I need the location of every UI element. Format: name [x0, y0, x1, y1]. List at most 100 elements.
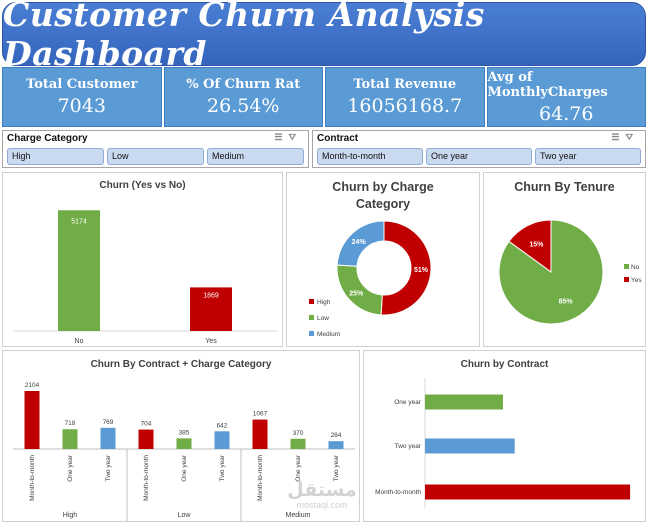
churn-yes-no-chart: 5174 No 1869 Yes — [13, 210, 277, 345]
kpi-value: 7043 — [57, 95, 106, 117]
chart-title: Churn By Tenure — [514, 180, 615, 194]
bar-data-label: 284 — [331, 432, 342, 439]
churn-by-contract-chart: One year Two year Month-to-month — [375, 378, 631, 508]
group-label: Medium — [286, 512, 311, 519]
clear-filter-icon[interactable]: ⛛ — [625, 132, 639, 142]
kpi-value: 26.54% — [207, 95, 280, 117]
legend-swatch — [309, 315, 314, 320]
group-label: High — [63, 512, 78, 519]
x-tick-label: Yes — [205, 338, 217, 345]
kpi-label: Total Revenue — [353, 77, 457, 92]
multi-select-icon[interactable]: ☰ — [274, 132, 289, 142]
kpi-row: Total Customer 7043 % Of Churn Rat 26.54… — [2, 67, 646, 127]
bar — [176, 438, 192, 449]
bar-data-label: 1869 — [203, 292, 219, 299]
x-tick-label: One year — [295, 454, 302, 482]
slice-data-label: 51% — [414, 267, 429, 274]
slicer-option-medium[interactable]: Medium — [207, 148, 304, 165]
chart-title: Churn (Yes vs No) — [99, 180, 186, 191]
x-tick-label: Month-to-month — [143, 455, 150, 501]
bar — [252, 419, 268, 449]
legend-label: Medium — [317, 331, 340, 338]
slice-data-label: 25% — [349, 290, 364, 297]
slicer-option-one-year[interactable]: One year — [426, 148, 532, 165]
x-tick-label: Month-to-month — [29, 455, 36, 501]
bar-data-label: 704 — [141, 421, 152, 428]
slicer-option-two-year[interactable]: Two year — [535, 148, 641, 165]
churn-yes-no-panel: Churn (Yes vs No) 5174 No 1869 Yes — [2, 172, 283, 347]
bar — [425, 484, 631, 500]
kpi-label: Total Customer — [26, 77, 138, 92]
bar-data-label: 2104 — [25, 382, 40, 389]
x-tick-label: No — [75, 338, 84, 345]
churn-contract-charge-chart: 2104 Month-to-month 718 One year 769 Two year… — [13, 382, 355, 521]
donut-slice — [336, 220, 385, 267]
legend-swatch — [309, 331, 314, 336]
bar-data-label: 642 — [217, 422, 228, 429]
multi-select-icon[interactable]: ☰ — [611, 132, 626, 142]
pie-slice — [498, 219, 604, 325]
bar — [425, 394, 503, 410]
x-tick-label: One year — [181, 454, 188, 482]
donut-slice — [380, 220, 432, 316]
slicer-option-high[interactable]: High — [7, 148, 104, 165]
bar — [425, 438, 515, 454]
kpi-total-revenue: Total Revenue 16056168.7 — [325, 67, 485, 127]
x-tick-label: Month-to-month — [257, 455, 264, 501]
clear-filter-icon[interactable]: ⛛ — [288, 132, 302, 142]
kpi-total-customer: Total Customer 7043 — [2, 67, 162, 127]
bar — [138, 429, 154, 449]
watermark-url: mostaql.com — [296, 500, 348, 510]
legend-label: No — [631, 264, 640, 271]
slicer-contract: Contract ☰⛛ Month-to-month One year Two … — [312, 130, 646, 168]
bar-data-label: 718 — [65, 420, 76, 427]
bar — [24, 391, 40, 449]
legend-swatch — [624, 264, 629, 269]
slice-data-label: 85% — [559, 299, 574, 306]
bar-data-label: 1067 — [253, 411, 268, 418]
watermark-logo-text: مستقل — [287, 479, 357, 501]
legend-label: Low — [317, 315, 329, 322]
bar — [290, 438, 306, 449]
slicer-option-month-to-month[interactable]: Month-to-month — [317, 148, 423, 165]
kpi-label: Avg of MonthlyCharges — [487, 69, 608, 100]
dashboard-banner: Customer Churn Analysis Dashboard — [2, 0, 646, 73]
chart-title: Churn by Contract — [460, 359, 549, 370]
x-tick-label: Two year — [219, 454, 226, 481]
kpi-value: 16056168.7 — [347, 95, 463, 117]
slice-data-label: 15% — [529, 241, 544, 248]
legend-label: Yes — [631, 277, 642, 284]
churn-by-charge-panel: Churn by Charge Category 51% 25% 24% High Lo… — [286, 172, 480, 347]
group-label: Low — [178, 512, 192, 519]
chart-title: Churn By Contract + Charge Category — [90, 359, 272, 370]
y-tick-label: One year — [394, 399, 422, 406]
legend-swatch — [624, 277, 629, 282]
slicer-title: Charge Category — [7, 133, 88, 144]
bar — [214, 431, 230, 449]
kpi-avg-monthly-charges: Avg of MonthlyCharges 64.76 — [486, 67, 646, 127]
bar — [58, 210, 100, 331]
x-tick-label: Two year — [105, 454, 112, 481]
kpi-churn-rate: % Of Churn Rat 26.54% — [163, 67, 323, 127]
chart-title: Churn by Charge Category — [332, 180, 434, 211]
bar-data-label: 385 — [179, 429, 190, 436]
x-tick-label: Two year — [333, 454, 340, 481]
bar — [328, 441, 344, 449]
watermark: مستقل mostaql.com — [282, 480, 362, 510]
y-tick-label: Two year — [395, 443, 422, 450]
x-tick-label: One year — [67, 454, 74, 482]
slicer-title: Contract — [317, 133, 359, 144]
pie-slice — [508, 219, 552, 273]
bar — [190, 287, 232, 331]
churn-contract-charge-panel: Churn By Contract + Charge Category 2104… — [2, 350, 360, 522]
bar-data-label: 5174 — [71, 218, 87, 225]
bar — [62, 429, 78, 449]
churn-by-contract-panel: Churn by Contract One year Two year Month-… — [363, 350, 646, 522]
slice-data-label: 24% — [352, 239, 367, 246]
slicer-option-low[interactable]: Low — [107, 148, 204, 165]
bar-data-label: 370 — [293, 430, 304, 437]
churn-by-charge-chart: 51% 25% 24% High Low Medium — [309, 220, 432, 338]
bar — [100, 427, 116, 449]
slicer-charge-category: Charge Category ☰⛛ High Low Medium — [2, 130, 309, 168]
bar-data-label: 769 — [103, 419, 114, 426]
